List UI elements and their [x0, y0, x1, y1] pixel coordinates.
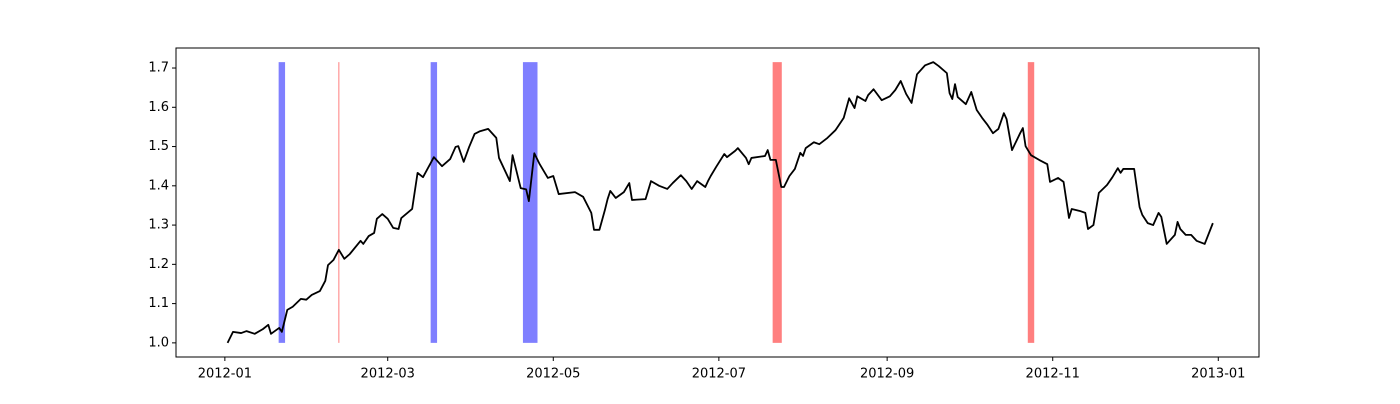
axes-frame [175, 47, 1260, 358]
x-tick-label: 2013-01 [1191, 367, 1245, 382]
highlight-span [522, 62, 538, 343]
x-tick-label: 2012-07 [692, 367, 746, 382]
x-tick-label: 2012-03 [361, 367, 415, 382]
data-line [226, 61, 1214, 344]
y-tick-label: 1.7 [148, 61, 169, 76]
y-tick-label: 1.6 [148, 100, 169, 115]
y-tick-label: 1.2 [148, 257, 169, 272]
highlight-span [1027, 62, 1035, 343]
x-tick-label: 2012-01 [198, 367, 252, 382]
highlight-span [430, 62, 438, 343]
y-tick-label: 1.5 [148, 139, 169, 154]
y-tick-label: 1.4 [148, 178, 169, 193]
y-tick-label: 1.0 [148, 335, 169, 350]
y-tick-label: 1.3 [148, 218, 169, 233]
x-tick-label: 2012-05 [526, 367, 580, 382]
highlight-span [278, 62, 286, 343]
x-tick-label: 2012-11 [1026, 367, 1080, 382]
y-tick-label: 1.1 [148, 296, 169, 311]
highlight-span [338, 62, 340, 343]
highlight-span [772, 62, 782, 343]
x-tick-label: 2012-09 [860, 367, 914, 382]
